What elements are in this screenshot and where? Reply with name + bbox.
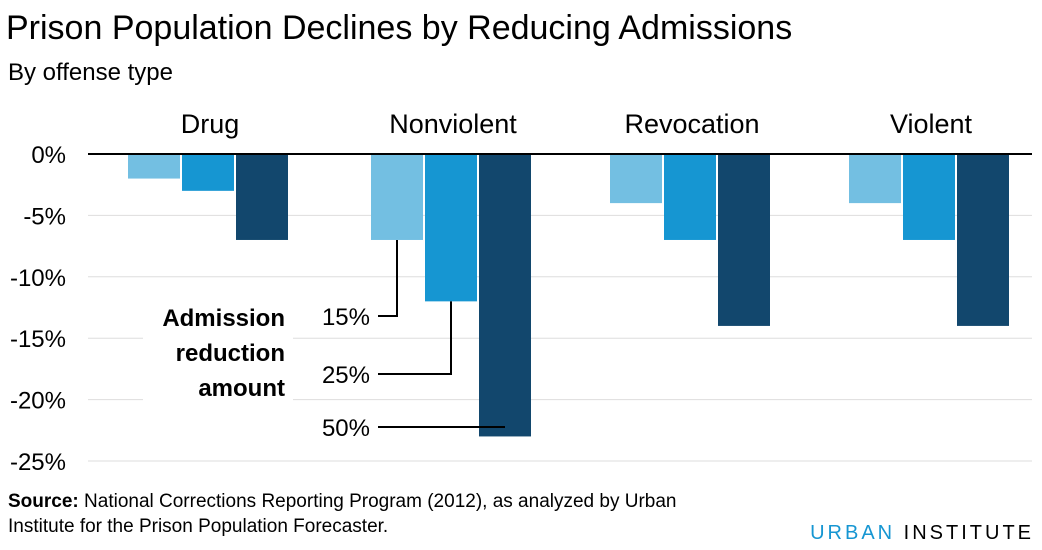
y-tick-label: -5% <box>23 203 66 230</box>
legend-label: 15% <box>322 304 370 331</box>
bar <box>849 154 901 204</box>
source-text: National Corrections Reporting Program (… <box>8 491 677 537</box>
bar <box>957 154 1009 326</box>
chart-title: Prison Population Declines by Reducing A… <box>6 9 793 47</box>
legend-title-line: Admission <box>162 305 285 332</box>
bar <box>182 154 234 191</box>
chart-subtitle: By offense type <box>8 59 173 86</box>
category-label: Drug <box>181 109 240 139</box>
bar <box>903 154 955 240</box>
bar <box>718 154 770 326</box>
y-tick-label: -10% <box>10 265 66 292</box>
brand-institute: INSTITUTE <box>895 522 1034 544</box>
bar-chart: 0% -5% -10% -15% -20% -25% Drug Nonviolent Revoc… <box>10 109 1032 476</box>
category-label: Violent <box>890 109 973 139</box>
category-label: Nonviolent <box>389 109 517 139</box>
bar <box>479 154 531 437</box>
bar <box>371 154 423 240</box>
brand-logo: URBAN INSTITUTE <box>810 522 1034 545</box>
y-tick-label: -15% <box>10 326 66 353</box>
category-label: Revocation <box>624 109 759 139</box>
y-tick-label: -25% <box>10 449 66 476</box>
source-note: Source: National Corrections Reporting P… <box>8 489 728 539</box>
bar <box>664 154 716 240</box>
bar <box>610 154 662 204</box>
brand-urban: URBAN <box>810 522 896 544</box>
y-tick-label: 0% <box>31 142 66 169</box>
legend-leader-line <box>378 239 398 317</box>
legend-title-line: reduction <box>176 340 285 367</box>
legend-label: 50% <box>322 415 370 442</box>
bar <box>128 154 180 179</box>
legend-title-backing <box>143 297 293 403</box>
bar <box>236 154 288 240</box>
source-label: Source: <box>8 491 79 512</box>
legend-leader-line <box>378 301 452 375</box>
y-tick-label: -20% <box>10 388 66 415</box>
legend-title-line: amount <box>198 375 285 402</box>
bar <box>425 154 477 302</box>
legend-label: 25% <box>322 362 370 389</box>
